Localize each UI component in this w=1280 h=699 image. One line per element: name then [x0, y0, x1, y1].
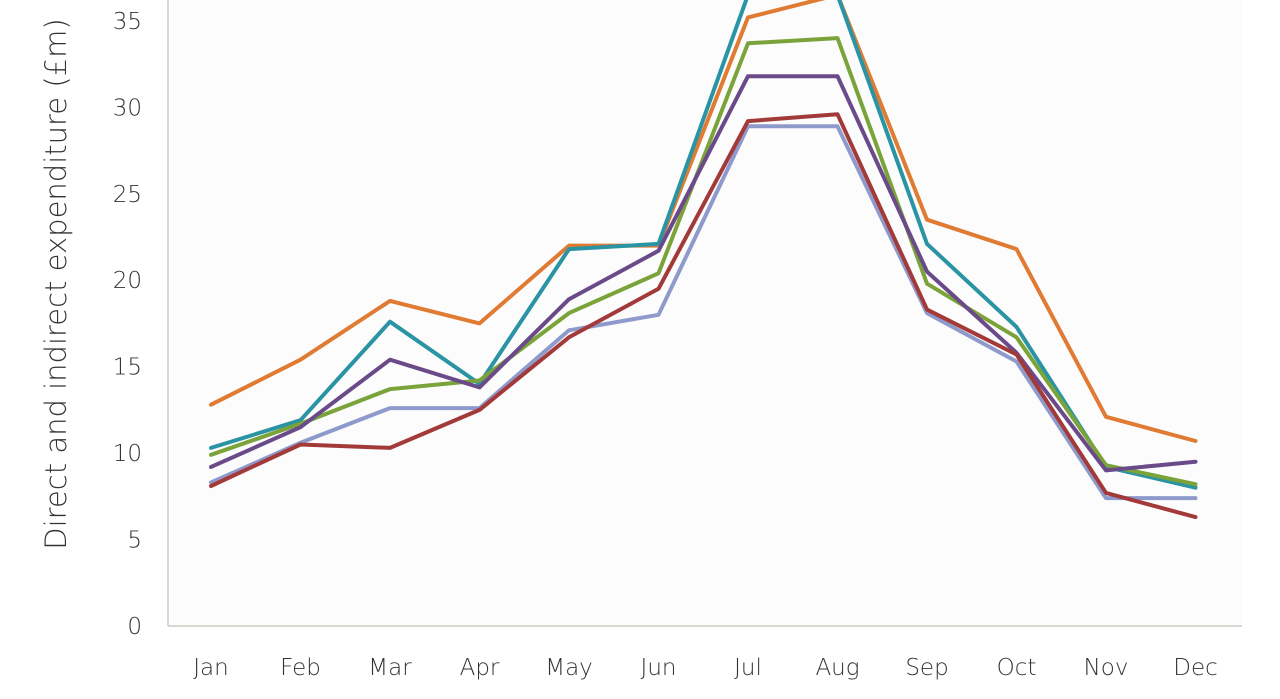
series-line-2: [209, 0, 1198, 490]
x-tick-label: Jun: [641, 655, 677, 681]
x-axis-ticks: Jan Feb Mar Apr May Jun Jul Aug Sep Oct Nov Dec: [193, 655, 1217, 681]
x-tick-label: Nov: [1084, 655, 1129, 681]
x-tick-label: Mar: [368, 655, 412, 681]
x-tick-label: Apr: [460, 655, 500, 681]
y-tick-label: 35: [113, 9, 142, 35]
x-tick-label: Sep: [905, 655, 948, 681]
x-tick-label: Feb: [280, 655, 321, 681]
x-tick-label: Oct: [997, 655, 1037, 681]
y-axis-title: Direct and indirect expenditure (£m): [39, 18, 73, 549]
series-line-6: [209, 112, 1198, 520]
y-tick-label: 10: [113, 441, 142, 467]
series-line-1: [209, 0, 1198, 443]
series-layer: [209, 0, 1198, 520]
series-line-4: [209, 74, 1198, 473]
y-tick-label: 5: [127, 528, 142, 554]
y-tick-label: 20: [113, 268, 142, 294]
y-axis-ticks: 0 5 10 15 20 25 30 35: [113, 9, 142, 640]
series-line-3: [209, 36, 1198, 487]
y-tick-label: 15: [113, 355, 142, 381]
x-tick-label: Aug: [815, 655, 859, 681]
plot-area: [168, 0, 1242, 626]
x-tick-label: Dec: [1173, 655, 1218, 681]
x-tick-label: May: [545, 655, 593, 681]
y-tick-label: 0: [127, 614, 142, 640]
x-tick-label: Jan: [193, 655, 228, 681]
y-tick-label: 25: [113, 182, 142, 208]
x-tick-label: Jul: [734, 655, 762, 681]
y-tick-label: 30: [113, 95, 142, 121]
series-line-5: [209, 124, 1198, 501]
